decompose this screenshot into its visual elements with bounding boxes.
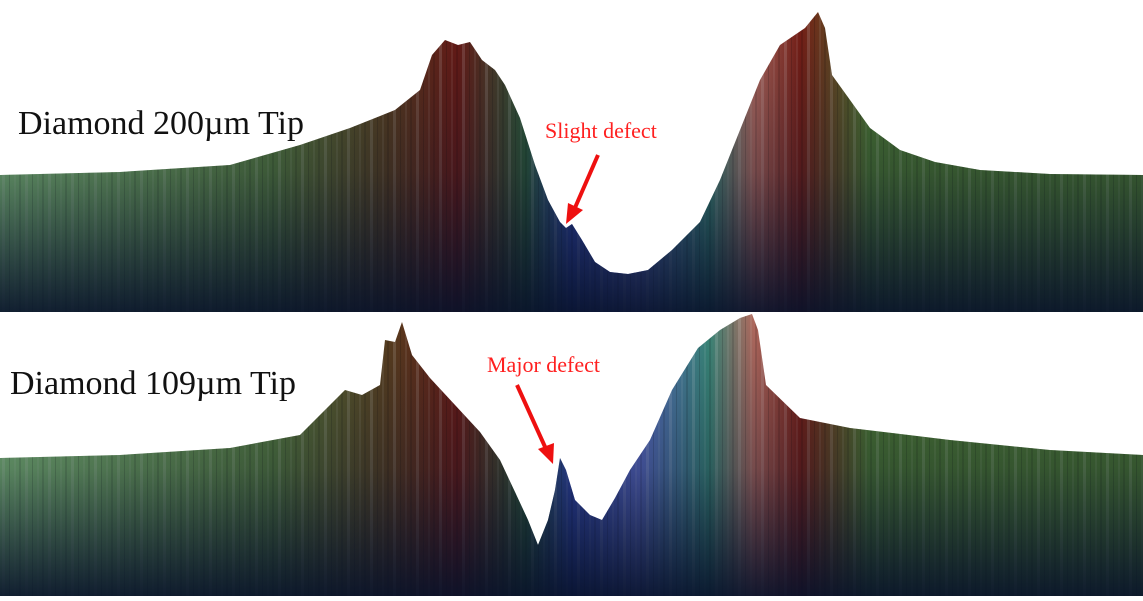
profile-200um — [0, 12, 1143, 312]
major-defect-label: Major defect — [487, 352, 600, 377]
tip-109um-label: Diamond 109µm Tip — [10, 365, 296, 402]
tip-200um-label: Diamond 200µm Tip — [18, 105, 304, 142]
major-defect-arrow — [515, 384, 554, 464]
slight-defect-arrow — [566, 154, 600, 224]
slight-defect-label: Slight defect — [545, 118, 657, 143]
surface-shade-200um — [0, 12, 1143, 312]
